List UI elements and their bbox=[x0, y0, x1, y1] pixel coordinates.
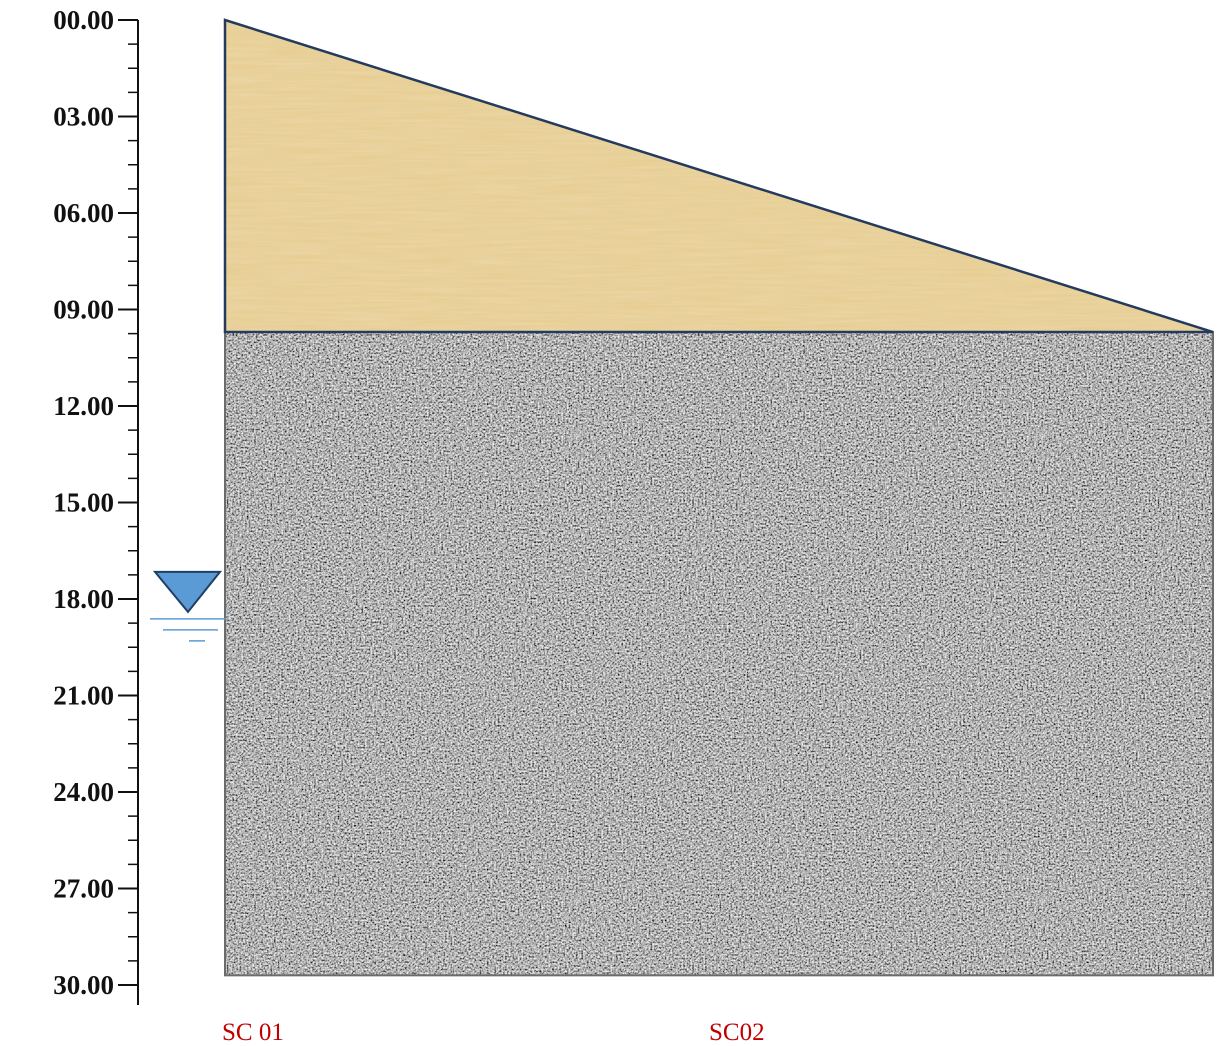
depth-tick-label: 03.00 bbox=[53, 102, 114, 132]
depth-axis-labels: 00.00 03.00 06.00 09.00 12.00 15.00 18.00 21.00… bbox=[53, 5, 114, 1000]
borehole-label-sc01: SC 01 bbox=[222, 1019, 284, 1046]
sand-layer bbox=[223, 18, 1214, 334]
depth-tick-label: 30.00 bbox=[53, 970, 114, 1000]
depth-tick-label: 15.00 bbox=[53, 488, 114, 518]
water-table-symbol bbox=[150, 570, 226, 642]
sand-layer-outline bbox=[223, 18, 1214, 334]
depth-tick-label: 09.00 bbox=[53, 295, 114, 325]
borehole-label-sc02: SC02 bbox=[709, 1019, 765, 1046]
water-table-triangle-icon bbox=[152, 570, 223, 614]
depth-tick-label: 12.00 bbox=[53, 391, 114, 421]
depth-tick-label: 18.00 bbox=[53, 584, 114, 614]
depth-axis-ticks bbox=[118, 19, 138, 986]
depth-axis: 00.00 03.00 06.00 09.00 12.00 15.00 18.00 21.00… bbox=[53, 5, 139, 1005]
depth-tick-label: 27.00 bbox=[53, 874, 114, 904]
depth-tick-label: 06.00 bbox=[53, 198, 114, 228]
gravel-layer bbox=[224, 331, 1214, 977]
depth-tick-label: 24.00 bbox=[53, 777, 114, 807]
gravel-layer-texture bbox=[225, 332, 1213, 976]
depth-tick-label: 00.00 bbox=[53, 5, 114, 35]
depth-tick-label: 21.00 bbox=[53, 681, 114, 711]
